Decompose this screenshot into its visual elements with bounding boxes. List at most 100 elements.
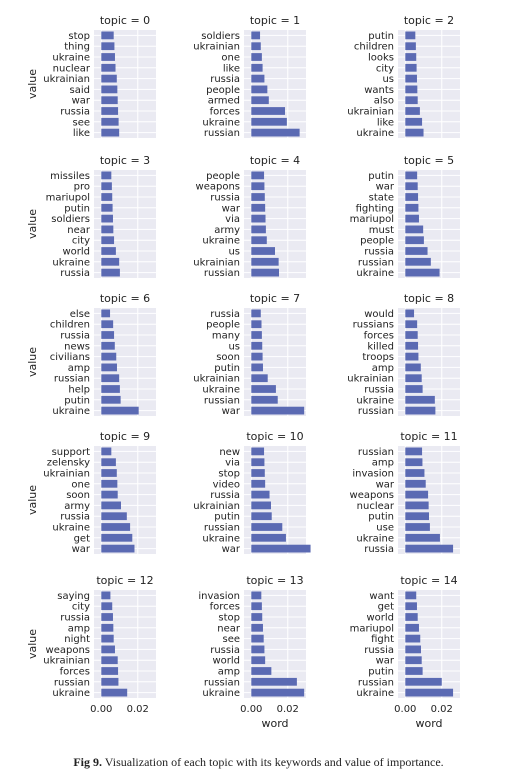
category-label: russia — [210, 309, 240, 320]
category-label: children — [50, 320, 90, 331]
bar — [405, 395, 435, 404]
bar — [405, 501, 429, 510]
category-label: russian — [358, 677, 394, 688]
bar — [251, 512, 272, 521]
bar — [405, 268, 440, 277]
bar — [251, 656, 266, 665]
bar — [251, 591, 262, 600]
panel-title: topic = 8 — [404, 292, 454, 305]
bar — [251, 341, 263, 350]
category-label: russian — [358, 406, 394, 417]
bar — [251, 320, 262, 329]
category-label: fighting — [356, 203, 394, 214]
category-label: get — [74, 533, 91, 544]
x-tick-label: 0.02 — [127, 704, 149, 715]
category-label: nuclear — [357, 501, 395, 512]
y-axis-label: value — [26, 347, 39, 377]
category-label: people — [206, 85, 240, 96]
bar — [101, 591, 111, 600]
bar — [251, 533, 286, 542]
category-label: city — [376, 63, 394, 74]
category-label: said — [70, 85, 90, 96]
category-label: russia — [364, 544, 394, 555]
bar — [101, 74, 117, 83]
category-label: ukraine — [356, 533, 394, 544]
category-label: night — [64, 634, 90, 645]
category-label: soon — [66, 490, 90, 501]
category-label: people — [206, 171, 240, 182]
category-label: ukrainian — [347, 107, 394, 118]
bar — [405, 447, 423, 456]
category-label: see — [72, 117, 90, 128]
bar — [251, 458, 265, 467]
panel-title: topic = 9 — [100, 430, 150, 443]
bar — [101, 533, 133, 542]
bar — [405, 182, 418, 191]
category-label: must — [369, 225, 394, 236]
category-label: troops — [362, 352, 394, 363]
category-label: near — [217, 623, 241, 634]
bar — [405, 31, 416, 40]
bar — [101, 63, 116, 72]
figure-caption: Fig 9. Visualization of each topic with … — [0, 755, 517, 770]
bar — [251, 688, 305, 697]
category-label: ukraine — [356, 395, 394, 406]
x-tick-label: 0.00 — [394, 704, 416, 715]
category-label: war — [376, 479, 395, 490]
category-label: us — [228, 247, 240, 258]
bar — [251, 352, 263, 361]
bar — [251, 501, 271, 510]
bar — [101, 458, 116, 467]
bar — [251, 677, 297, 686]
bar — [405, 107, 420, 115]
bar — [101, 257, 120, 266]
category-label: new — [219, 447, 240, 458]
bar — [101, 656, 118, 665]
bar — [251, 479, 266, 488]
category-label: would — [364, 309, 394, 320]
bar — [405, 214, 419, 223]
bar — [101, 385, 120, 393]
category-label: ukraine — [52, 406, 90, 417]
category-label: russian — [358, 257, 394, 268]
category-label: stop — [68, 31, 90, 42]
bar — [251, 236, 267, 245]
category-label: forces — [210, 602, 240, 613]
bar — [251, 247, 275, 255]
bar — [251, 490, 270, 499]
bar — [101, 225, 114, 234]
panel-title: topic = 1 — [250, 14, 300, 27]
panel-title: topic = 7 — [250, 292, 300, 305]
bar — [405, 645, 421, 654]
bar — [101, 602, 113, 611]
category-label: ukraine — [52, 523, 90, 534]
bar — [251, 128, 300, 137]
category-label: russian — [204, 523, 240, 534]
category-label: thing — [64, 42, 90, 53]
category-label: via — [225, 458, 240, 469]
caption-text: Visualization of each topic with its key… — [102, 755, 444, 769]
bar — [405, 53, 417, 61]
bar — [405, 490, 429, 499]
category-label: war — [222, 203, 241, 214]
category-label: people — [206, 320, 240, 331]
category-label: like — [223, 63, 240, 74]
bar — [405, 193, 419, 201]
category-label: also — [374, 96, 394, 107]
bar — [405, 613, 418, 621]
x-tick-label: 0.00 — [90, 704, 112, 715]
bar — [101, 352, 117, 361]
category-label: russia — [364, 385, 394, 396]
category-label: russia — [60, 268, 90, 279]
bar — [101, 523, 131, 531]
bar — [101, 182, 112, 191]
category-label: ukrainian — [193, 374, 240, 385]
y-axis-label: value — [26, 209, 39, 239]
category-label: like — [377, 117, 394, 128]
bar — [251, 107, 286, 115]
bar — [101, 42, 115, 51]
category-label: war — [222, 406, 241, 417]
bar — [405, 385, 423, 393]
category-label: ukraine — [52, 257, 90, 268]
category-label: russia — [364, 247, 394, 258]
